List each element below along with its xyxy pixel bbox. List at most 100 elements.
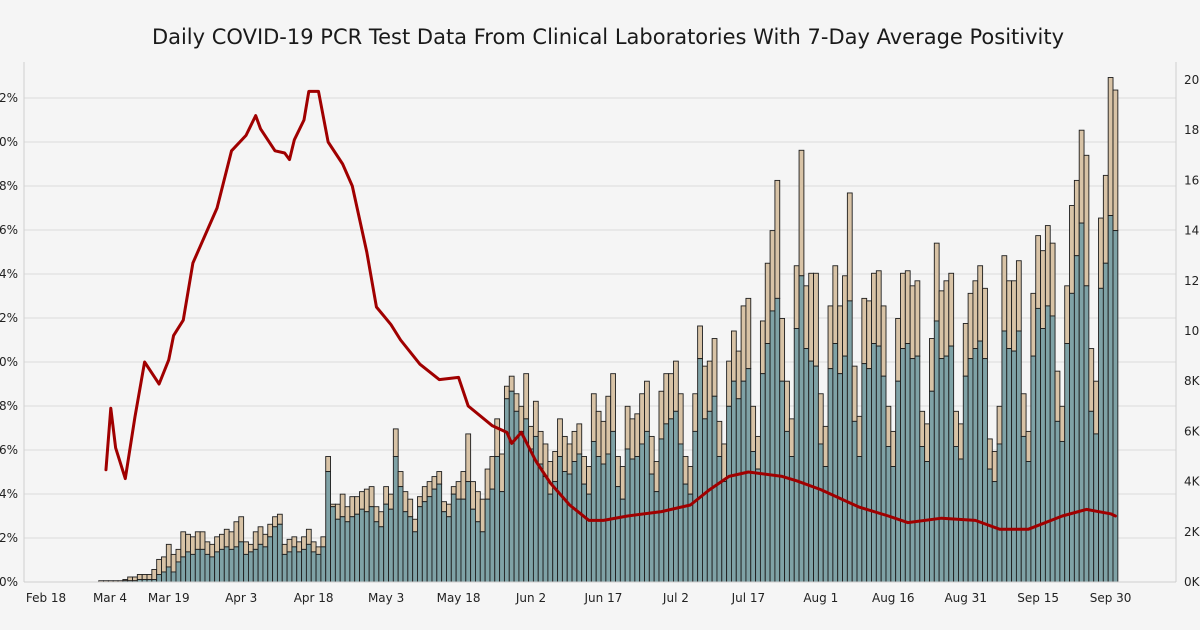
bar-lower-segment xyxy=(856,456,863,583)
bar-upper-segment xyxy=(310,541,317,553)
bar-upper-segment xyxy=(537,430,544,465)
bar-lower-segment xyxy=(252,548,259,583)
bar-lower-segment xyxy=(774,297,781,583)
bar-lower-segment xyxy=(180,556,187,583)
bar-upper-segment xyxy=(132,576,138,582)
bar-upper-segment xyxy=(334,503,341,520)
bar-lower-segment xyxy=(373,521,380,583)
bar-upper-segment xyxy=(702,365,708,420)
bar-lower-segment xyxy=(421,501,428,583)
bar-upper-segment xyxy=(566,443,573,475)
bar-lower-segment xyxy=(793,328,800,583)
bar-lower-segment xyxy=(1049,315,1056,583)
bar-lower-segment xyxy=(692,430,699,583)
bar-lower-segment xyxy=(557,456,563,583)
bar-lower-segment xyxy=(769,310,776,583)
y-right-tick-label: 16K xyxy=(1184,173,1200,187)
x-tick-label: Sep 15 xyxy=(1017,591,1059,605)
bar-upper-segment xyxy=(146,574,153,580)
bar-lower-segment xyxy=(315,553,322,583)
bar-lower-segment xyxy=(320,546,327,583)
bar-lower-segment xyxy=(156,574,162,583)
bar-upper-segment xyxy=(871,272,877,344)
bar-lower-segment xyxy=(339,516,346,583)
bar-lower-segment xyxy=(938,358,945,583)
bar-upper-segment xyxy=(605,395,612,455)
bar-upper-segment xyxy=(788,418,795,457)
bar-lower-segment xyxy=(953,446,959,583)
bar-upper-segment xyxy=(692,393,699,432)
bar-upper-segment xyxy=(895,318,901,382)
y-right-tick-label: 0K xyxy=(1184,575,1200,589)
bar-lower-segment xyxy=(779,380,786,583)
bar-lower-segment xyxy=(446,516,452,583)
bar-upper-segment xyxy=(904,270,911,345)
bar-lower-segment xyxy=(484,498,491,583)
bar-lower-segment xyxy=(417,506,423,583)
y-left-tick-label: 14% xyxy=(0,267,18,281)
bar-upper-segment xyxy=(953,410,959,447)
bar-upper-segment xyxy=(933,242,940,322)
bar-lower-segment xyxy=(875,345,882,583)
bar-upper-segment xyxy=(571,430,578,462)
bar-lower-segment xyxy=(581,483,587,583)
bar-lower-segment xyxy=(441,511,447,583)
y-left-tick-label: 12% xyxy=(0,311,18,325)
x-tick-label: Aug 1 xyxy=(803,591,838,605)
bar-lower-segment xyxy=(933,320,940,583)
bar-upper-segment xyxy=(615,456,621,488)
bar-upper-segment xyxy=(1044,225,1051,307)
y-right-tick-label: 10K xyxy=(1184,324,1200,338)
bar-lower-segment xyxy=(233,546,240,583)
axes: 0% 2% 4% 6% 8% 10% 12% 14% 16% 18% 20% 22% 0K 2K 4K 6K 8… xyxy=(0,62,1200,605)
bar-lower-segment xyxy=(697,358,703,583)
bar-upper-segment xyxy=(822,425,829,467)
bar-upper-segment xyxy=(417,496,423,508)
bar-upper-segment xyxy=(243,541,249,555)
bar-upper-segment xyxy=(634,413,641,457)
x-tick-label: Jun 17 xyxy=(584,591,623,605)
bar-upper-segment xyxy=(764,262,771,345)
bar-lower-segment xyxy=(276,523,283,583)
bar-upper-segment xyxy=(1025,430,1032,462)
bar-lower-segment xyxy=(542,476,549,583)
bar-lower-segment xyxy=(788,456,795,583)
bar-lower-segment xyxy=(991,481,998,583)
bar-lower-segment xyxy=(450,493,457,583)
bar-upper-segment xyxy=(431,476,438,490)
bar-lower-segment xyxy=(204,553,211,583)
bar-upper-segment xyxy=(851,365,858,422)
bar-upper-segment xyxy=(368,486,375,508)
y-right-tick-label: 2K xyxy=(1184,525,1200,539)
bar-upper-segment xyxy=(426,481,433,498)
bar-lower-segment xyxy=(528,448,534,583)
bar-upper-segment xyxy=(194,531,201,550)
x-tick-label: Feb 18 xyxy=(26,591,66,605)
bar-upper-segment xyxy=(161,556,167,573)
bar-lower-segment xyxy=(475,521,481,583)
bar-upper-segment xyxy=(629,418,636,460)
bar-upper-segment xyxy=(455,481,462,500)
bar-upper-segment xyxy=(842,275,848,357)
bar-upper-segment xyxy=(1083,154,1090,287)
bar-lower-segment xyxy=(730,380,737,583)
bar-lower-segment xyxy=(378,526,385,583)
bar-lower-segment xyxy=(368,506,375,583)
bar-lower-segment xyxy=(383,503,389,583)
bar-upper-segment xyxy=(793,265,800,329)
bar-lower-segment xyxy=(499,491,505,583)
bar-lower-segment xyxy=(489,488,496,583)
bar-upper-segment xyxy=(388,493,394,510)
bar-lower-segment xyxy=(214,551,220,583)
bar-upper-segment xyxy=(1030,292,1037,357)
bar-upper-segment xyxy=(479,498,486,533)
bar-lower-segment xyxy=(1035,307,1042,583)
bar-lower-segment xyxy=(470,508,476,583)
bar-upper-segment xyxy=(827,305,834,370)
bar-upper-segment xyxy=(929,338,935,392)
bar-lower-segment xyxy=(721,481,728,583)
bar-upper-segment xyxy=(412,518,418,533)
bar-lower-segment xyxy=(648,473,655,583)
bar-upper-segment xyxy=(272,516,278,528)
bar-lower-segment xyxy=(223,546,230,583)
